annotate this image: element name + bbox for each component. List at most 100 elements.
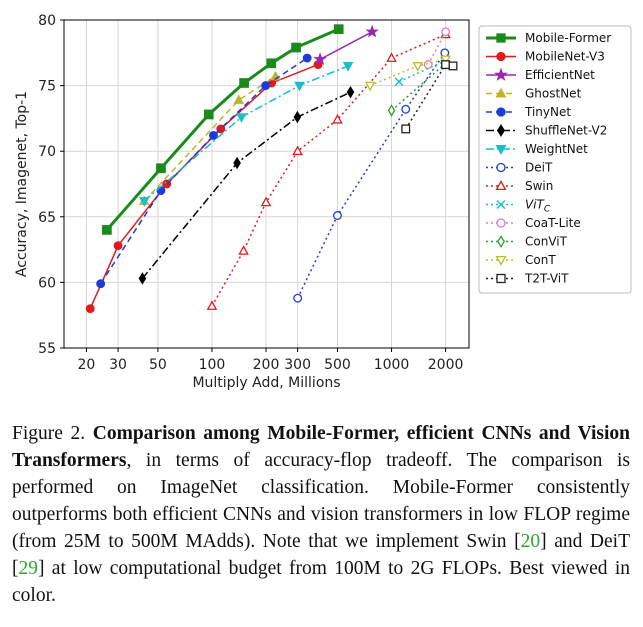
series-layer [85,24,458,314]
data-point-mobile-former [102,225,112,235]
data-point-deit [440,48,450,58]
data-point-mobile-former [156,163,166,174]
data-point-shufflenet-v2 [346,85,355,99]
data-point-deit [293,293,303,303]
data-point-t2t-vit [401,124,411,134]
data-point-tinynet [209,131,218,140]
legend-label: Mobile-Former [525,31,611,45]
legend-item-ghostnet: GhostNet [486,87,582,101]
series-line-coat-lite [427,31,447,65]
data-point-swin [238,245,249,255]
series-cont [364,55,451,92]
series-tinynet [96,53,312,289]
ticks: 55 60 65 70 75 80 20 30 50 100 200 300 500 1000 2000 [38,13,463,373]
data-point-coat-lite [423,60,433,70]
y-tick-label: 70 [38,144,56,160]
data-point-weightnet [294,81,305,92]
legend-label: ConViT [525,235,568,249]
legend-marker [495,144,507,155]
legend-item-convit: ConViT [486,235,568,249]
x-marker-stroke [394,77,404,86]
legend-item-t2t-vit: T2T-ViT [486,272,569,286]
data-point-coat-lite [441,27,451,37]
legend-item-mobilenet-v3: MobileNet-V3 [486,50,605,64]
legend-item-tinynet: TinyNet [486,105,571,119]
data-point-shufflenet-v2 [293,110,302,124]
legend-label: MobileNet-V3 [525,50,605,64]
series-deit [293,48,450,303]
data-point-deit [333,211,342,220]
data-point-swin [332,113,343,124]
series-line-weightnet [143,65,349,202]
series-t2t-vit [401,60,458,134]
data-point-mobile-former [239,78,249,88]
legend-label: WeightNet [525,142,588,156]
caption-ref-swin[interactable]: 20 [520,531,541,552]
series-line-tinynet [100,57,308,285]
legend-marker [496,273,506,284]
data-point-weightnet [342,62,354,72]
legend-item-swin: Swin [486,179,553,193]
data-point-ghostnet [233,94,245,104]
legend-label: EfficientNet [525,68,595,82]
data-point-mobile-former [203,109,214,120]
legend-marker [497,235,505,248]
data-point-cont [364,81,376,92]
series-efficientnet [313,24,379,66]
series-line-vit-c [398,59,446,83]
series-weightnet [139,62,354,207]
legend-marker [497,124,505,137]
legend-label: T2T-ViT [524,272,569,286]
legend-marker [496,33,506,43]
series-line-convit [391,62,447,112]
data-point-cont [412,62,424,72]
legend-item-deit: DeiT [486,161,553,175]
series-coat-lite [423,27,451,70]
legend-item-weightnet: WeightNet [486,142,588,156]
caption-text-2: ] and DeiT [ [12,531,630,579]
legend-label: CoaT-Lite [525,216,581,230]
x-tick-label: 500 [324,357,351,373]
data-point-tinynet [261,81,271,91]
legend-marker [496,107,506,117]
accuracy-vs-madds-chart: 55 60 65 70 75 80 20 30 50 100 200 300 500 1000 2000 M… [14,13,632,391]
series-line-shufflenet-v2 [141,91,351,279]
y-tick-label: 65 [38,210,56,226]
x-tick-label: 20 [78,357,96,373]
legend-item-mobile-former: Mobile-Former [486,31,611,45]
caption-text-1: , in terms of accuracy-flop tradeoff. Th… [12,450,630,552]
data-point-tinynet [156,186,166,196]
series-line-efficientnet [319,31,373,61]
series-mobilenet-v3 [85,60,323,314]
y-axis-label: Accuracy, Imagenet, Top-1 [14,91,30,277]
legend-label: TinyNet [524,105,571,119]
legend-marker [495,87,507,98]
data-point-mobilenet-v3 [113,241,123,251]
caption-ref-deit[interactable]: 29 [18,558,39,579]
data-point-t2t-vit [448,61,458,71]
x-tick-label: 1000 [374,357,410,373]
legend-item-vit-c: ViTC [486,198,551,215]
legend-item-cont: ConT [486,253,556,267]
legend-item-shufflenet-v2: ShuffleNet-V2 [486,124,607,138]
legend-marker [495,180,507,191]
series-shufflenet-v2 [138,85,355,285]
legend-label: ShuffleNet-V2 [525,124,607,138]
legend: Mobile-Former MobileNet-V3 EfficientNet Gho… [478,25,632,294]
x-tick-label: 50 [149,357,167,373]
data-point-mobile-former [291,42,301,53]
legend-marker [496,200,506,209]
data-point-weightnet [139,197,150,207]
legend-label: DeiT [525,161,553,175]
series-line-deit [296,52,446,299]
legend-label: GhostNet [525,87,582,101]
series-line-mobilenet-v3 [89,63,319,309]
data-point-shufflenet-v2 [233,156,241,170]
data-point-deit [401,104,411,114]
legend-marker [496,51,506,62]
legend-item-coat-lite: CoaT-Lite [486,216,581,230]
data-point-t2t-vit [441,60,451,70]
data-point-efficientnet [313,52,327,66]
x-tick-label: 200 [253,357,280,373]
series-swin [206,28,451,310]
